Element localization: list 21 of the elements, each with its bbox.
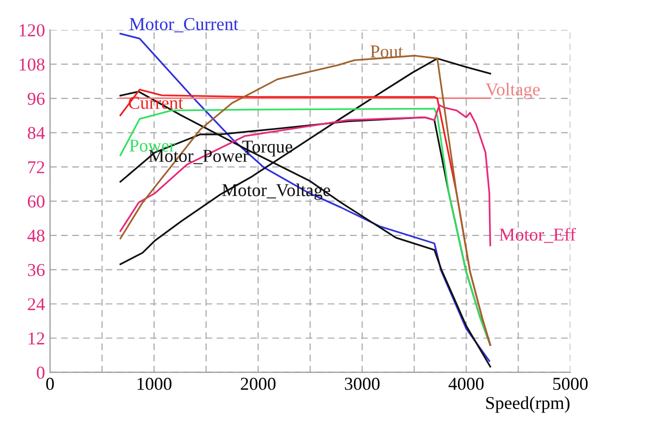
y-tick-label: 84 [28,126,45,140]
y-tick-label: 12 [28,332,44,344]
y-tick-label: 60 [28,195,44,208]
x-tick-label: 0 [46,378,54,390]
series-label: Voltage [486,82,540,100]
y-tick-label: 96 [28,92,45,105]
x-tick-label: 5000 [553,378,588,390]
y-tick-label: 108 [20,58,44,71]
x-tick-label: 2000 [240,378,276,390]
y-tick-label: 36 [28,264,45,276]
x-tick-label: 3000 [344,378,380,390]
y-tick-label: 24 [28,298,45,310]
x-tick-label: 1000 [138,378,172,390]
series-label: Motor_Current [130,18,238,32]
y-tick-label: 48 [27,230,44,242]
y-tick-label: 120 [20,24,44,36]
x-tick-label: 4000 [448,378,484,390]
y-tick-label: 72 [28,161,44,174]
series-label: Motor_Eff [500,228,576,243]
x-axis-title: Speed(rpm) [486,396,570,413]
y-tick-label: 0 [36,366,44,379]
